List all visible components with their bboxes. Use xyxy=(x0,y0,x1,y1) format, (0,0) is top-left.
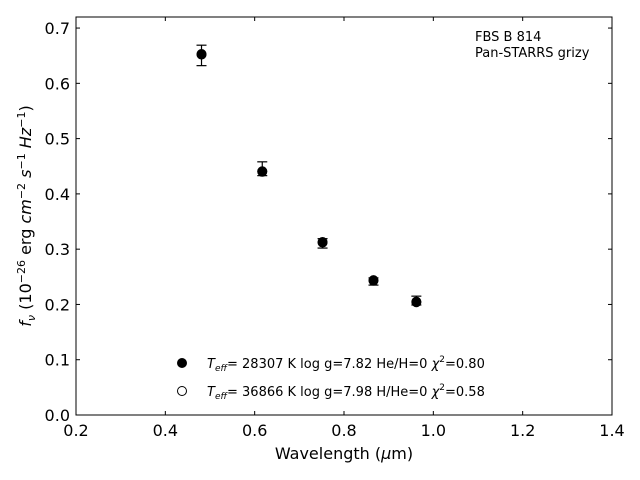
x-axis-title: Wavelength (μm) xyxy=(275,444,413,463)
y-tick-label: 0.4 xyxy=(45,185,70,204)
legend-marker-open xyxy=(177,386,187,396)
x-tick-label: 0.4 xyxy=(153,421,178,440)
legend-entry-2: Teff= 36866 K log g=7.98 H/He=0 χ2=0.58 xyxy=(207,383,485,402)
legend-entry-1: Teff= 28307 K log g=7.82 He/H=0 χ2=0.80 xyxy=(207,355,485,374)
plot-frame xyxy=(75,16,613,416)
y-tick-label: 0.0 xyxy=(45,406,70,425)
model-point-filled xyxy=(411,296,422,307)
x-tick-label: 1.4 xyxy=(599,421,624,440)
annotation-object: FBS B 814 xyxy=(475,30,541,45)
y-tick-label: 0.5 xyxy=(45,130,70,149)
x-tick-label: 0.6 xyxy=(242,421,267,440)
y-axis-title: fν (10−26 erg cm−2 s−1 Hz−1) xyxy=(15,105,38,326)
x-tick-label: 0.2 xyxy=(63,421,88,440)
x-tick-label: 1.2 xyxy=(510,421,535,440)
legend-marker-filled xyxy=(177,358,187,368)
x-tick-label: 1.0 xyxy=(421,421,446,440)
annotation-survey: Pan-STARRS grizy xyxy=(475,46,590,61)
model-point-filled xyxy=(368,275,379,286)
y-tick-label: 0.1 xyxy=(45,351,70,370)
model-point-filled xyxy=(196,49,207,60)
model-point-filled xyxy=(317,236,328,247)
y-tick-label: 0.3 xyxy=(45,240,70,259)
data-points xyxy=(196,44,422,308)
legend: Teff= 28307 K log g=7.82 He/H=0 χ2=0.80 … xyxy=(177,355,485,402)
model-point-filled xyxy=(257,166,268,177)
y-tick-label: 0.2 xyxy=(45,295,70,314)
x-tick-label: 0.8 xyxy=(331,421,356,440)
axis-ticks: 0.2 0.4 0.6 0.8 1.0 1.2 1.4 0.0 0.1 0.2 0.3 0.4 0.5 0… xyxy=(45,17,625,440)
y-tick-label: 0.7 xyxy=(45,19,70,38)
y-tick-label: 0.6 xyxy=(45,74,70,93)
